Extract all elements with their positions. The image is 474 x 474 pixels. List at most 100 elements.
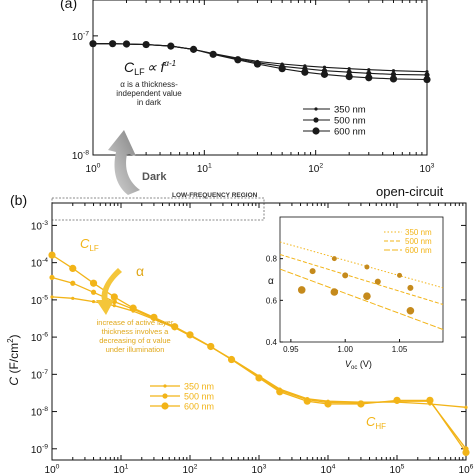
panel-a-note-2: independent value bbox=[116, 89, 182, 98]
panel-a-point bbox=[391, 69, 396, 73]
alpha-symbol: α bbox=[136, 263, 144, 279]
panel-a-x-tick-label-base: 10 bbox=[86, 164, 98, 175]
inset-legend-label: 500 nm bbox=[405, 237, 432, 246]
panel-b-y-tick-label-base: 10 bbox=[31, 259, 43, 270]
panel-a-point bbox=[301, 68, 309, 76]
panel-b-x-tick-label-exp: 0 bbox=[56, 464, 60, 471]
inset-ticks: 0.95 1.00 1.05 0.4 0.6 0.8 bbox=[266, 255, 408, 354]
panel-b-point bbox=[207, 342, 215, 351]
panel-b-series bbox=[48, 251, 470, 457]
panel-a-y-tick-label-exp: -7 bbox=[83, 30, 89, 37]
panel-b-point bbox=[90, 289, 97, 295]
panel-a-x-tick-label: 103 bbox=[420, 163, 435, 176]
panel-a-x-tick-label-base: 10 bbox=[197, 164, 209, 175]
panel-b-x-tick-label-base: 10 bbox=[390, 465, 402, 474]
panel-b-x-tick-label-exp: 1 bbox=[125, 464, 129, 471]
panel-a-series bbox=[89, 40, 431, 84]
panel-b-point bbox=[393, 396, 401, 404]
chf-label: CHF bbox=[366, 414, 386, 431]
inset-point bbox=[330, 288, 339, 296]
y-axis-label: C (F/cm2) bbox=[6, 334, 21, 385]
panel-b-y-tick-label-exp: -4 bbox=[42, 257, 48, 264]
panel-b-label: (b) bbox=[10, 192, 27, 208]
inset-y-tick-label: 0.4 bbox=[266, 338, 278, 347]
panel-b-x-tick-label-base: 10 bbox=[252, 465, 264, 474]
panel-a-y-tick-label: 10-8 bbox=[72, 150, 89, 163]
panel-b-legend-marker bbox=[161, 402, 169, 410]
inset-point bbox=[397, 272, 403, 278]
panel-a-point bbox=[365, 74, 373, 82]
panel-b-y-tick-label-exp: -5 bbox=[42, 294, 48, 301]
panel-b-y-tick-label: 10-3 bbox=[31, 220, 48, 233]
inset-point bbox=[342, 272, 349, 279]
panel-a-point bbox=[89, 40, 97, 48]
panel-b-x-tick-label-base: 10 bbox=[45, 465, 57, 474]
panel-a-point bbox=[347, 67, 351, 71]
panel-b-x-tick-label: 102 bbox=[183, 464, 198, 474]
panel-a-point bbox=[322, 65, 327, 69]
y-axis-label-unit: (F/cm bbox=[7, 343, 21, 377]
panel-a-note-3: in dark bbox=[137, 98, 162, 107]
inset-series bbox=[279, 241, 444, 330]
panel-a-legend-label: 500 nm bbox=[334, 116, 366, 127]
formula-subscript: LF bbox=[134, 67, 145, 77]
panel-b-point bbox=[464, 405, 468, 409]
panel-b-point bbox=[91, 299, 96, 304]
panel-b-x-tick-label-base: 10 bbox=[183, 465, 195, 474]
panel-b-note-2: thickness involves a bbox=[102, 327, 170, 336]
panel-a-x-tick-label-exp: 0 bbox=[97, 163, 101, 170]
panel-a-y-tick-label-base: 10 bbox=[72, 32, 84, 43]
inset-y-label: α bbox=[268, 276, 274, 287]
panel-a-legend-marker bbox=[313, 117, 319, 123]
panel-b-y-tick-label-exp: -6 bbox=[42, 332, 48, 339]
panel-b-point bbox=[89, 279, 98, 287]
panel-b-y-tick-label: 10-6 bbox=[31, 332, 48, 345]
panel-b-note-3: decreasing of α value bbox=[99, 336, 170, 345]
panel-a-y-tick-label: 10-7 bbox=[72, 30, 89, 43]
panel-b-y-tick-label-base: 10 bbox=[31, 333, 43, 344]
panel-a-point bbox=[278, 65, 286, 73]
panel-a-point bbox=[167, 42, 175, 50]
inset-x-tick-label: 1.05 bbox=[392, 345, 408, 354]
panel-b-point bbox=[129, 304, 137, 312]
panel-b-point bbox=[70, 280, 76, 286]
panel-a-x-tick-label-base: 10 bbox=[420, 164, 432, 175]
panel-a-legend-label: 600 nm bbox=[334, 127, 366, 138]
panel-b-x-tick-label: 103 bbox=[252, 464, 267, 474]
panel-b-x-tick-label: 105 bbox=[390, 464, 405, 474]
panel-a-series-line bbox=[93, 43, 428, 81]
inset-x-label-unit: (V) bbox=[357, 359, 372, 369]
panel-b-x-tick-label: 106 bbox=[459, 464, 474, 474]
panel-b-x-tick-label-base: 10 bbox=[459, 465, 471, 474]
inset-point bbox=[363, 292, 371, 300]
panel-b-legend-label: 350 nm bbox=[184, 382, 214, 392]
panel-b-point bbox=[303, 397, 311, 405]
chf-label-c: C bbox=[366, 414, 376, 429]
panel-b-y-tick-label-base: 10 bbox=[31, 221, 43, 232]
inset-x-label-v: V bbox=[345, 359, 352, 369]
panel-b-x-tick-label: 100 bbox=[45, 464, 60, 474]
y-axis-label-end: ) bbox=[7, 334, 21, 338]
panel-b-y-tick-label-exp: -9 bbox=[42, 443, 48, 450]
panel-a-x-tick-label-exp: 1 bbox=[208, 163, 212, 170]
panel-b-legend-marker bbox=[162, 393, 168, 399]
panel-b-x-tick-label-exp: 4 bbox=[332, 464, 336, 471]
panel-b-y-tick-label-base: 10 bbox=[31, 408, 43, 419]
panel-b-point bbox=[462, 448, 470, 457]
dark-arrow-icon bbox=[108, 130, 140, 195]
panel-b-legend-label: 600 nm bbox=[184, 402, 214, 412]
condition-label: open-circuit bbox=[376, 184, 444, 199]
svg-text:CLF∝ fα-1: CLF ∝ fα-1 bbox=[124, 59, 176, 77]
panel-a-point bbox=[142, 40, 150, 49]
panel-b-point bbox=[110, 293, 118, 301]
y-axis-label-sup: 2 bbox=[6, 338, 15, 343]
panel-a-point bbox=[423, 75, 431, 84]
panel-b-y-tick-label-base: 10 bbox=[31, 370, 43, 381]
panel-b-point bbox=[112, 304, 116, 308]
panel-a-point bbox=[109, 40, 117, 48]
panel-b-note-4: under illumination bbox=[106, 345, 165, 354]
panel-b-y-tick-label-base: 10 bbox=[31, 296, 43, 307]
panel-a-x-tick-label: 102 bbox=[308, 163, 323, 176]
